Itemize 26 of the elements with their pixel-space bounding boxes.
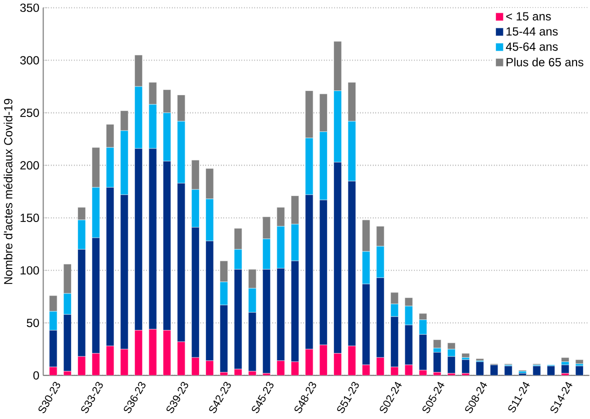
- bar: [575, 366, 584, 376]
- legend-label: 15-44 ans: [506, 27, 558, 36]
- y-tick-label: 350: [20, 3, 39, 12]
- bar: [433, 352, 442, 372]
- bar: [462, 353, 470, 358]
- y-tick-label: 50: [26, 318, 39, 327]
- y-tick-label: 300: [20, 56, 39, 64]
- bar: [561, 364, 570, 374]
- legend-label: < 15 ans: [506, 12, 551, 20]
- bar: [433, 339, 442, 348]
- bar: [561, 357, 570, 362]
- bar: [490, 364, 498, 376]
- y-tick-label: 200: [20, 161, 39, 170]
- y-tick-label: 0: [33, 371, 39, 380]
- y-axis-title: Nombre d'actes médicaux Covid-19: [4, 98, 12, 284]
- bar: [462, 359, 470, 374]
- y-tick-label: 250: [20, 108, 39, 117]
- legend-label: Plus de 65 ans: [506, 58, 584, 66]
- y-tick-label: 150: [20, 214, 39, 222]
- y-tick-label: 100: [20, 266, 39, 274]
- bar: [476, 361, 484, 376]
- legend-label: 45-64 ans: [506, 42, 558, 51]
- bar: [504, 366, 512, 376]
- bar: [546, 366, 555, 376]
- bar: [532, 366, 541, 376]
- bar: [575, 359, 584, 364]
